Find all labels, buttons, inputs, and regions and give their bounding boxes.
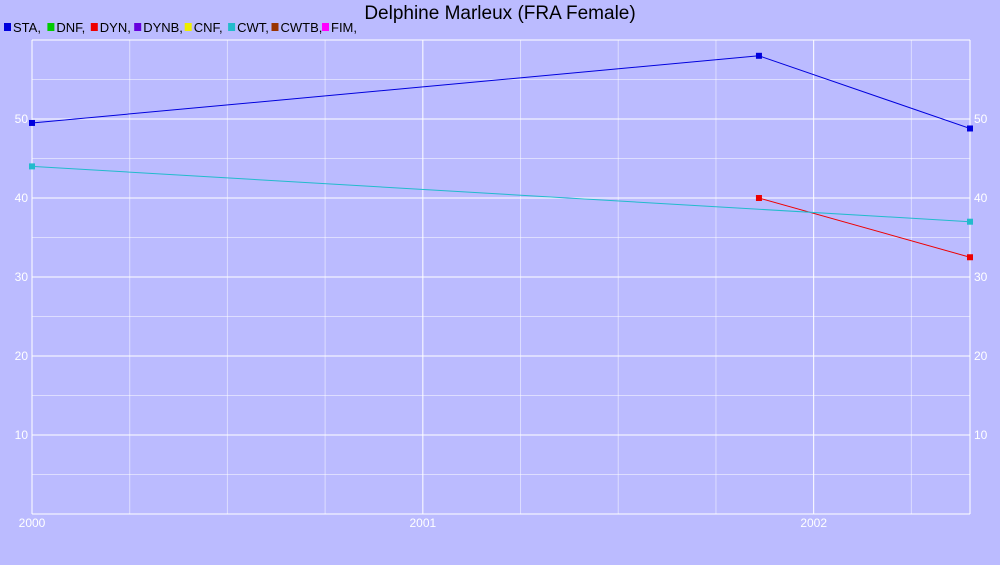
y-tick-left-1: 20	[15, 349, 29, 363]
point-sta-1	[755, 52, 762, 59]
point-cwt-1	[967, 218, 973, 225]
legend: STA, DNF, DYN, DYNB, CNF, CWT, CWTB, FIM,	[4, 20, 357, 35]
y-tick-right-1: 20	[974, 349, 988, 363]
series-line-cwt	[31, 165, 971, 223]
legend-swatch-6	[271, 23, 279, 31]
legend-label-0: STA,	[13, 20, 41, 35]
grid	[31, 39, 970, 514]
legend-label-6: CWTB,	[281, 20, 323, 35]
legend-label-3: DYNB,	[143, 20, 183, 35]
legend-swatch-7	[322, 23, 329, 31]
y-tick-right-0: 10	[974, 428, 988, 442]
y-tick-left-2: 30	[15, 270, 29, 284]
legend-swatch-3	[134, 23, 142, 31]
x-tick-0: 2000	[19, 516, 46, 530]
point-cwt-0	[29, 163, 35, 170]
x-tick-1: 2001	[409, 516, 436, 530]
legend-label-5: CWT,	[237, 20, 269, 35]
point-sta-0	[29, 119, 35, 126]
axes: 10 10 20 20 30 30 40 40 50 50 2000 2001 2002	[15, 40, 988, 530]
y-tick-right-4: 50	[974, 112, 988, 126]
legend-swatch-1	[47, 23, 55, 31]
y-tick-right-2: 30	[974, 270, 988, 284]
legend-swatch-5	[228, 23, 236, 31]
point-dyn-1	[967, 254, 973, 261]
legend-swatch-0	[4, 23, 11, 31]
y-tick-left-0: 10	[15, 428, 29, 442]
x-tick-2: 2002	[800, 516, 827, 530]
legend-label-2: DYN,	[100, 20, 131, 35]
legend-swatch-2	[90, 23, 98, 31]
point-sta-2	[967, 125, 973, 132]
legend-label-4: CNF,	[194, 20, 223, 35]
chart-title: Delphine Marleux (FRA Female)	[364, 3, 635, 24]
series-line-dyn	[758, 197, 971, 258]
y-tick-left-3: 40	[15, 191, 29, 205]
legend-label-1: DNF,	[56, 20, 85, 35]
point-dyn-0	[755, 195, 762, 201]
series-layer	[29, 52, 973, 261]
y-tick-left-4: 50	[15, 112, 29, 126]
y-tick-right-3: 40	[974, 191, 988, 205]
legend-swatch-4	[184, 23, 192, 31]
series-line-sta	[31, 55, 971, 129]
legend-label-7: FIM,	[331, 20, 357, 35]
